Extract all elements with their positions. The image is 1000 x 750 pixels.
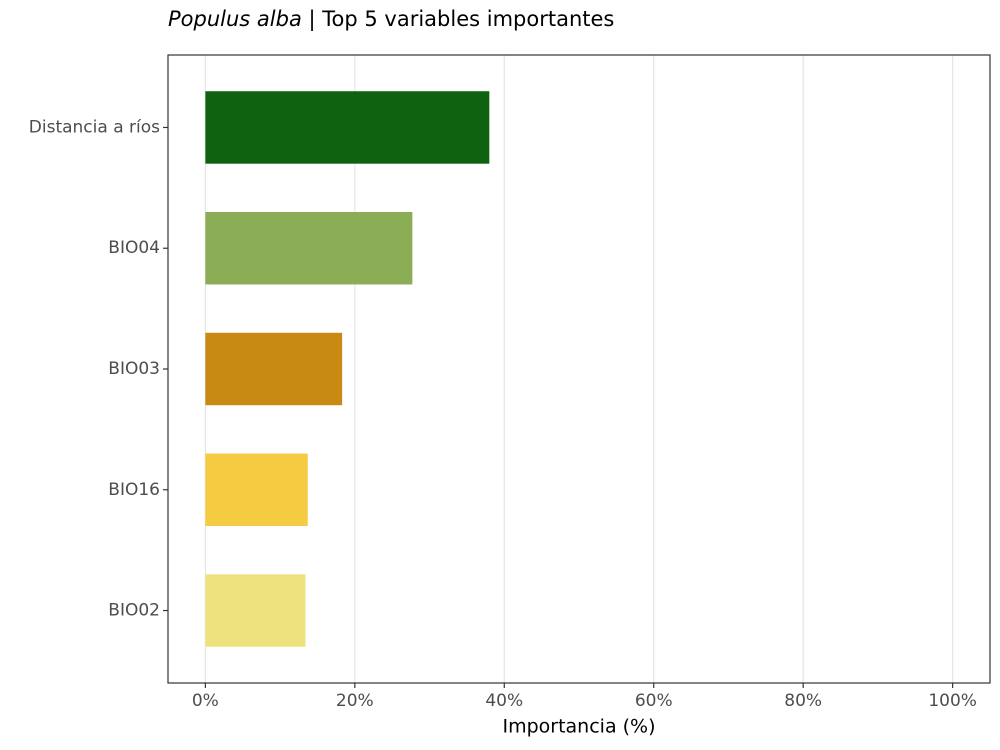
bar (205, 453, 308, 526)
chart-title: Populus alba | Top 5 variables important… (168, 7, 614, 32)
bar (205, 91, 490, 164)
bar (205, 212, 413, 285)
x-axis-title: Importancia (%) (502, 716, 655, 738)
y-tick-label: BIO02 (108, 601, 160, 621)
x-tick-label: 100% (928, 691, 977, 711)
y-tick-label: BIO16 (108, 480, 160, 500)
title-species: Populus alba (168, 7, 302, 31)
x-tick-label: 40% (485, 691, 523, 711)
bar (205, 574, 306, 647)
x-tick-label: 20% (336, 691, 374, 711)
bar (205, 332, 343, 406)
plot-border (167, 54, 991, 684)
y-tick-label: Distancia a ríos (29, 117, 160, 137)
x-tick-label: 0% (192, 691, 219, 711)
y-tick-label: BIO03 (108, 359, 160, 379)
x-tick-label: 80% (784, 691, 822, 711)
title-text: | Top 5 variables importantes (309, 7, 615, 32)
x-tick-label: 60% (635, 691, 673, 711)
y-tick-label: BIO04 (108, 238, 160, 258)
